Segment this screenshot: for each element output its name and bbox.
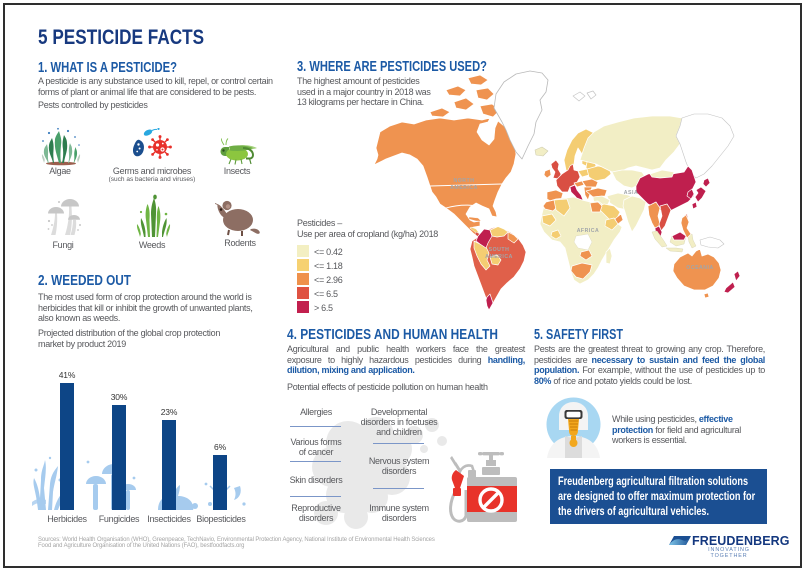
svg-text:AMERICA: AMERICA	[450, 185, 478, 191]
svg-text:ASIA: ASIA	[624, 190, 638, 196]
svg-text:SOUTH: SOUTH	[489, 247, 510, 253]
svg-text:AMERICA: AMERICA	[485, 254, 513, 260]
svg-text:OCEANIA: OCEANIA	[686, 265, 713, 271]
svg-text:AFRICA: AFRICA	[577, 228, 600, 234]
svg-text:NORTH: NORTH	[454, 178, 475, 184]
